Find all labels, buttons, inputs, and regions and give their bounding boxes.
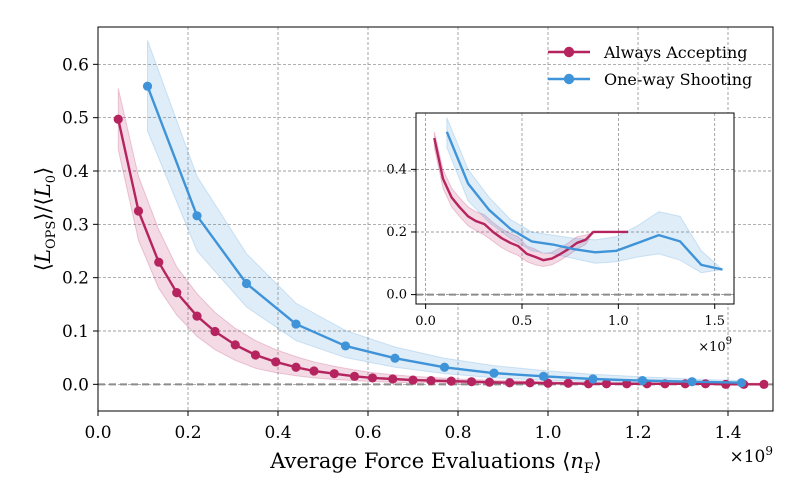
series-line-0 [117,119,764,386]
data-point [271,357,281,367]
data-point [563,378,573,388]
data-point [439,362,450,372]
data-point [133,206,144,216]
data-point [489,368,499,378]
data-point [622,379,632,389]
data-point [192,211,202,221]
x-tick-label: 1.0 [608,314,629,329]
data-point [543,378,553,388]
inset-series [433,117,724,274]
data-point [484,377,495,387]
x-tick-label: 0.6 [354,423,381,443]
legend-label-1: One-way Shooting [604,70,752,89]
data-point [329,369,339,379]
data-point [154,257,164,267]
data-point [505,378,515,388]
data-point [241,278,252,289]
data-point [309,366,319,376]
inset-background [416,113,734,304]
data-point [349,371,360,381]
data-point [687,377,697,387]
x-tick-label: 0.5 [512,314,533,329]
data-point [538,371,549,381]
data-point [525,378,535,388]
main-series [113,40,769,389]
series-line-0 [433,137,628,262]
y-tick-label: 0.0 [386,288,407,303]
y-tick-label: 0.4 [386,162,407,177]
data-point [466,377,477,387]
x-tick-label: 0.2 [174,423,201,443]
y-tick-label: 0.2 [386,225,407,240]
data-point [291,319,301,329]
data-point [588,374,598,384]
data-point [210,326,220,337]
x-tick-label: 1.4 [714,423,741,443]
x-tick-label: 0.8 [444,423,471,443]
x-tick-label: 0.4 [264,423,291,443]
data-point [192,311,202,321]
data-point [721,379,731,389]
y-tick-label: 0.0 [62,375,89,395]
legend-marker-0 [563,46,575,58]
confidence-band-1 [446,117,724,274]
legend: Always Accepting One-way Shooting [548,43,752,89]
data-point [388,374,398,384]
series-line-1 [445,131,723,271]
legend-marker-1 [563,73,575,85]
legend-label-0: Always Accepting [603,43,748,62]
x-tick-label: 1.5 [704,314,725,329]
data-point [408,375,418,385]
data-point [340,341,351,351]
data-point [759,379,769,389]
data-point [113,114,123,124]
data-point [736,378,747,388]
data-point [446,376,456,386]
y-tick-label: 0.3 [62,215,89,235]
data-point [250,350,261,360]
x-offset-multiplier: ×109 [729,444,773,467]
y-tick-label: 0.2 [62,269,89,289]
x-tick-label: 1.2 [624,423,651,443]
data-point [367,373,378,383]
x-tick-label: 1.0 [534,423,561,443]
x-offset-multiplier: ×109 [698,336,732,355]
x-axis-label: Average Force Evaluations ⟨nF⟩ [269,449,602,477]
data-point [637,376,648,386]
data-point [142,81,153,91]
y-tick-label: 0.6 [62,55,89,75]
y-tick-label: 0.1 [62,322,89,342]
main-frame [97,26,774,412]
data-point [700,379,711,389]
inset-plot: 0.0 0.5 1.0 1.5 0.0 0.2 0.4 ×109 [386,112,735,355]
main-plot: 0.0 0.2 0.4 0.6 0.8 1.0 1.2 1.40.00.10.20.30.40… [31,26,774,477]
data-point [230,340,240,350]
data-point [426,376,436,386]
data-point [291,362,301,372]
data-point [601,379,612,389]
x-tick-label: 0.0 [415,314,436,329]
y-tick-label: 0.5 [62,109,89,129]
data-point [172,288,182,298]
y-axis-label: ⟨LOPS⟩/⟨L0⟩ [31,167,59,271]
data-point [390,353,400,363]
x-tick-label: 0.0 [84,423,111,443]
y-tick-label: 0.4 [62,162,89,182]
inset-frame [415,112,735,305]
